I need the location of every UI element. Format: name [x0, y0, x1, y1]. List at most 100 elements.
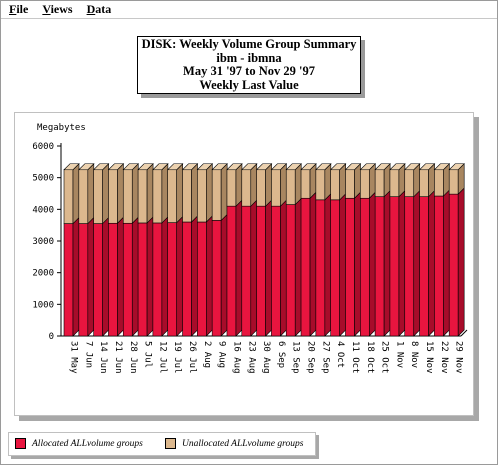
x-tick-label: 4 Oct	[335, 341, 345, 368]
bar-unallocated-side	[87, 163, 95, 225]
bar-allocated	[152, 222, 163, 337]
bar-allocated	[197, 221, 207, 337]
legend-item-allocated: Allocated ALLvolume groups	[15, 438, 143, 449]
bar-unallocated-side	[265, 163, 272, 207]
bar-allocated	[330, 199, 340, 337]
bar-unallocated	[93, 169, 103, 224]
bar-allocated	[137, 222, 148, 337]
bar-allocated	[211, 220, 222, 337]
bar-unallocated	[211, 169, 222, 221]
bar-allocated	[182, 221, 192, 337]
bar-allocated	[241, 205, 252, 337]
x-tick-label: 5 Jul	[143, 341, 153, 368]
bar-allocated-side	[102, 216, 109, 337]
x-tick-label: 23 Aug	[246, 341, 256, 374]
menu-data[interactable]: Data	[86, 2, 112, 16]
bar-unallocated-side	[206, 163, 213, 223]
bar-unallocated-side	[294, 163, 302, 206]
bar-top	[300, 163, 317, 171]
bar-top	[315, 163, 332, 171]
bar-unallocated-side	[131, 163, 139, 224]
x-tick-label: 15 Nov	[424, 341, 434, 374]
bar-allocated	[226, 205, 237, 337]
bar-top	[344, 163, 362, 171]
bar-top	[404, 163, 421, 171]
bar-allocated	[419, 196, 429, 337]
x-tick-label: 16 Aug	[231, 341, 241, 374]
bar-top	[374, 163, 391, 171]
x-tick-label: 12 Jul	[157, 341, 167, 374]
bar-allocated-side	[280, 199, 287, 337]
x-tick-label: 28 Jun	[128, 341, 138, 374]
bar-allocated	[315, 199, 326, 337]
title-line-4: Weekly Last Value	[199, 77, 299, 92]
bar-unallocated	[374, 169, 385, 197]
bar-unallocated	[167, 169, 178, 223]
x-tick-label: 20 Sep	[306, 341, 316, 374]
bar-allocated	[122, 222, 133, 337]
chart-panel: Megabytes 0 1000 2000 3000 4000 5000 6000 31 May…	[14, 112, 474, 416]
bar-unallocated	[271, 169, 281, 207]
bar-unallocated-side	[220, 163, 228, 222]
bar-unallocated	[389, 169, 400, 197]
title-line-1: DISK: Weekly Volume Group Summary	[141, 37, 357, 51]
x-tick-label: 2 Aug	[202, 341, 212, 368]
bar-unallocated-side	[102, 163, 109, 225]
bar-allocated	[434, 195, 444, 337]
x-tick-label: 21 Jun	[113, 341, 123, 374]
y-tick-label: 5000	[32, 174, 54, 184]
x-tick-label: 26 Jul	[187, 341, 197, 374]
bar-allocated-side	[443, 189, 450, 337]
bar-allocated	[256, 205, 266, 337]
bar-unallocated	[78, 169, 89, 224]
menu-views[interactable]: Views	[42, 2, 73, 16]
bar-allocated	[93, 223, 103, 337]
bar-unallocated-side	[250, 163, 258, 207]
bar-top	[107, 163, 125, 171]
x-tick-label: 11 Oct	[350, 341, 360, 374]
bar-top	[359, 163, 377, 171]
bar-top	[122, 163, 139, 171]
menu-bar: File Views Data	[1, 1, 497, 19]
bar-unallocated-side	[280, 163, 287, 207]
bar-unallocated	[419, 169, 429, 197]
bar-allocated	[300, 197, 311, 337]
bar-allocated-side	[383, 189, 391, 337]
bar-allocated-side	[309, 191, 317, 337]
y-tick-label: 2000	[32, 269, 54, 279]
bar-unallocated	[108, 169, 118, 224]
bar-top	[137, 163, 154, 171]
bar-unallocated	[226, 169, 237, 207]
bar-unallocated	[330, 169, 340, 201]
bar-unallocated	[359, 169, 370, 199]
bar-top	[152, 163, 169, 171]
bar-allocated-side	[294, 197, 302, 337]
bar-allocated	[63, 223, 74, 337]
bar-top	[448, 163, 465, 171]
bar-top	[270, 163, 288, 171]
title-line-2: ibm - ibmna	[216, 50, 282, 65]
bar-unallocated-side	[191, 163, 198, 223]
bar-unallocated	[256, 169, 266, 207]
y-tick-label: 1000	[32, 300, 54, 310]
bar-allocated	[78, 223, 89, 337]
bar-allocated	[389, 196, 400, 337]
bar-allocated-side	[117, 216, 124, 337]
bar-top	[241, 163, 258, 171]
bar-allocated-side	[191, 215, 198, 337]
y-tick-label: 0	[49, 332, 54, 342]
bar-allocated	[271, 205, 281, 337]
bar-allocated-side	[87, 216, 95, 337]
x-tick-label: 8 Nov	[409, 341, 419, 368]
menu-file[interactable]: File	[9, 2, 29, 16]
x-axis-depth-line	[460, 329, 468, 337]
bar-unallocated	[404, 169, 415, 197]
bar-top	[226, 163, 243, 171]
x-tick-label: 22 Nov	[439, 341, 449, 374]
bar-allocated-side	[265, 199, 272, 337]
bar-unallocated	[197, 169, 207, 223]
bar-unallocated-side	[146, 163, 154, 224]
bar-unallocated-side	[235, 163, 243, 207]
y-tick-label: 6000	[32, 142, 54, 152]
bar-allocated-side	[235, 199, 243, 337]
